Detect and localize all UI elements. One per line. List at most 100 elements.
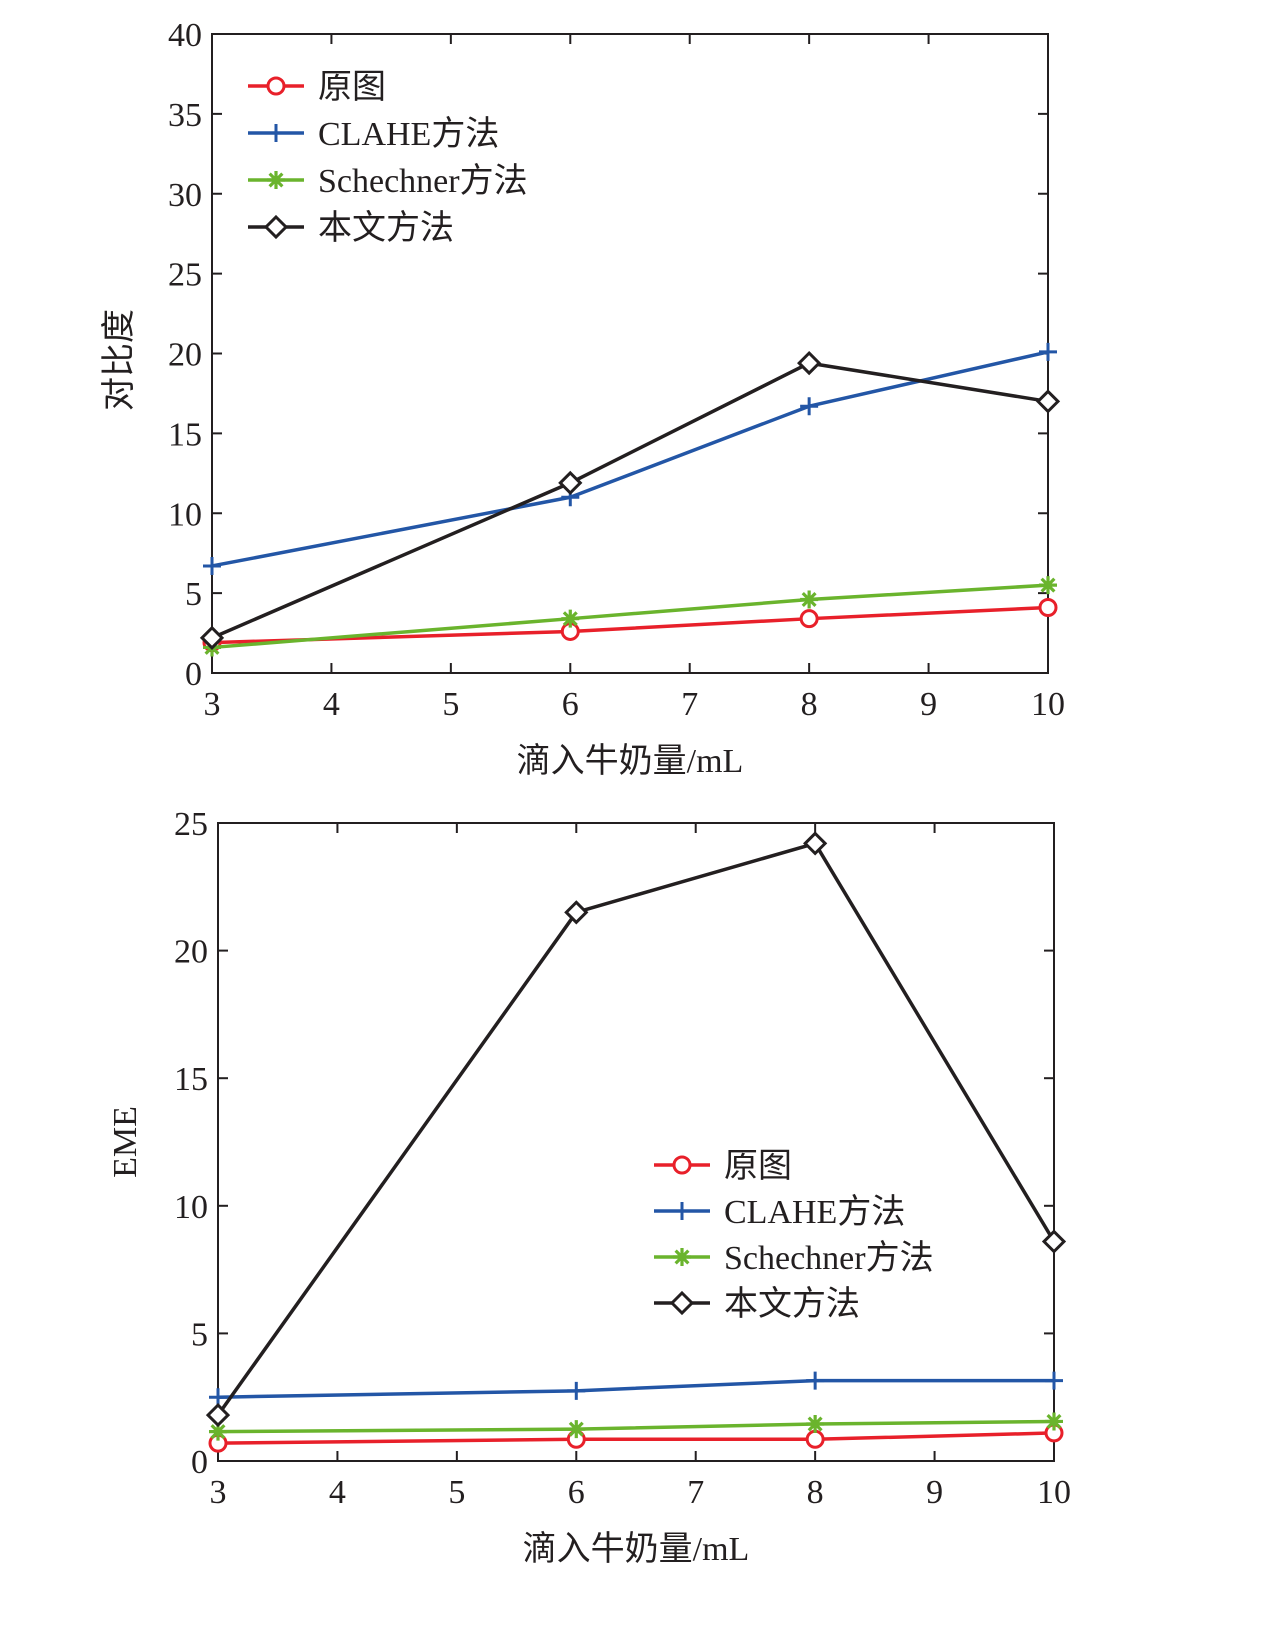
legend-item: CLAHE方法: [248, 115, 499, 153]
data-point: [203, 556, 221, 575]
y-tick-label: 35: [168, 97, 202, 134]
series-line: [211, 605, 1049, 645]
x-tick-label: 4: [329, 1474, 346, 1511]
data-point: [1045, 1412, 1063, 1431]
y-tick-label: 25: [174, 806, 208, 843]
data-point: [797, 350, 822, 376]
data-point: [1045, 1371, 1063, 1390]
x-axis-label: 滴入牛奶量/mL: [523, 1530, 750, 1568]
series-2: [203, 342, 1057, 575]
y-tick-label: 15: [168, 416, 202, 453]
legend-marker: [267, 124, 285, 142]
chart-2: 3 4 5 6 7 8 9 10 0 5 10 15 20 25 滴入牛奶量/mL EME 原图 CLAHE方法 S…: [107, 806, 1071, 1568]
legend-label: 原图: [724, 1148, 792, 1185]
legend-marker: [263, 214, 289, 240]
legend-item: Schechner方法: [654, 1239, 934, 1277]
data-point: [1038, 598, 1058, 618]
x-tick-label: 10: [1031, 686, 1065, 723]
x-tick-label: 6: [568, 1474, 585, 1511]
legend-label: Schechner方法: [318, 162, 528, 200]
legend-marker: [267, 171, 285, 189]
series-4: [205, 831, 1067, 1428]
legend-marker: [673, 1202, 691, 1220]
x-tick-label: 8: [801, 686, 818, 723]
y-tick-label: 20: [174, 934, 208, 971]
y-tick-label: 10: [174, 1189, 208, 1226]
data-point: [806, 1415, 825, 1433]
data-point: [205, 1402, 231, 1428]
y-axis-label: EME: [107, 1106, 144, 1178]
series-line: [216, 841, 1056, 1417]
data-point: [567, 1420, 586, 1439]
chart-1: 3 4 5 6 7 8 9 10 0 5 10 15 20 25 30 35 40 滴入牛奶量/mL 对比度 原图 CL…: [100, 17, 1065, 780]
series-line: [217, 1378, 1054, 1399]
data-point: [799, 609, 819, 629]
data-point: [209, 1422, 227, 1441]
y-tick-label: 40: [168, 17, 202, 54]
x-tick-label: 5: [442, 686, 459, 723]
data-point: [558, 470, 583, 496]
legend-item: 原图: [654, 1148, 792, 1185]
data-point: [806, 1371, 825, 1390]
legend-label: Schechner方法: [724, 1239, 934, 1277]
legend-marker: [669, 1290, 695, 1316]
legend-item: 本文方法: [654, 1285, 860, 1323]
data-point: [199, 625, 225, 650]
series-line: [217, 1419, 1055, 1434]
data-point: [1035, 389, 1061, 414]
x-tick-label: 5: [448, 1474, 465, 1511]
legend-label: 本文方法: [724, 1285, 860, 1323]
data-point: [803, 831, 828, 856]
y-tick-label: 30: [168, 177, 202, 214]
x-tick-label: 7: [687, 1474, 704, 1511]
legend-marker: [266, 76, 286, 96]
x-tick-label: 7: [681, 686, 698, 723]
legend-marker: [673, 1248, 691, 1266]
x-axis-label: 滴入牛奶量/mL: [517, 742, 744, 780]
y-tick-label: 5: [191, 1316, 208, 1353]
series-2: [209, 1371, 1063, 1407]
data-point: [805, 1429, 825, 1449]
x-tick-label: 6: [562, 686, 579, 723]
y-tick-label: 0: [191, 1444, 208, 1481]
series-line: [211, 583, 1049, 650]
y-tick-label: 0: [185, 656, 202, 693]
data-point: [567, 1381, 586, 1400]
y-axis-label: 对比度: [100, 309, 138, 411]
legend-label: CLAHE方法: [318, 115, 499, 153]
series-line: [211, 361, 1049, 640]
legend-label: 本文方法: [318, 209, 454, 247]
legend-label: 原图: [318, 69, 386, 106]
legend-item: 本文方法: [248, 209, 454, 247]
data-point: [561, 609, 580, 628]
x-tick-label: 8: [807, 1474, 824, 1511]
series-line: [217, 1431, 1055, 1445]
data-point: [800, 397, 819, 416]
y-tick-label: 25: [168, 257, 202, 294]
plot-frame: [217, 822, 1055, 1462]
series-3: [209, 1412, 1063, 1441]
y-tick-label: 20: [168, 337, 202, 374]
series-line: [211, 350, 1049, 568]
series-1: [202, 598, 1058, 653]
legend-item: 原图: [248, 69, 386, 106]
x-tick-label: 9: [926, 1474, 943, 1511]
x-tick-label: 3: [204, 686, 221, 723]
series-4: [199, 350, 1061, 650]
legend-label: CLAHE方法: [724, 1193, 905, 1231]
x-tick-label: 3: [210, 1474, 227, 1511]
x-tick-label: 4: [323, 686, 340, 723]
y-tick-label: 5: [185, 576, 202, 613]
legend-marker: [672, 1155, 692, 1175]
legend-item: Schechner方法: [248, 162, 528, 200]
y-tick-label: 10: [168, 496, 202, 533]
data-point: [1039, 576, 1057, 595]
y-tick-label: 15: [174, 1061, 208, 1098]
x-tick-label: 9: [920, 686, 937, 723]
data-point: [564, 900, 589, 925]
x-tick-label: 10: [1037, 1474, 1071, 1511]
legend-item: CLAHE方法: [654, 1193, 905, 1231]
